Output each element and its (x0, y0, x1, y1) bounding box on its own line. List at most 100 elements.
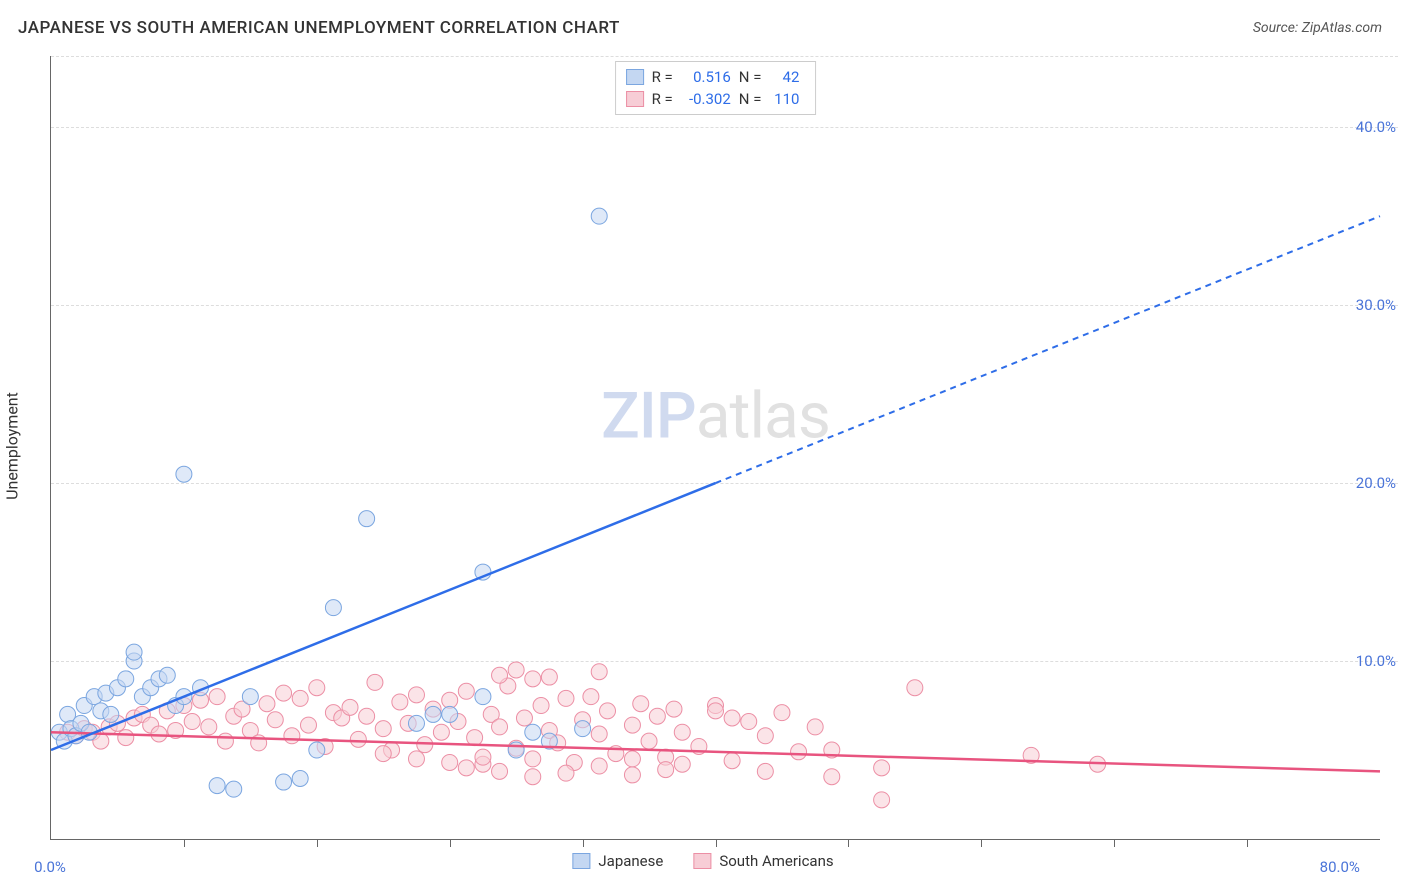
data-point (425, 706, 441, 722)
data-point (757, 728, 773, 744)
legend-label-japanese: Japanese (598, 852, 663, 870)
data-point (176, 466, 192, 482)
data-point (226, 781, 242, 797)
data-point (724, 753, 740, 769)
data-point (874, 760, 890, 776)
data-point (525, 724, 541, 740)
data-point (350, 731, 366, 747)
data-point (242, 689, 258, 705)
data-point (674, 724, 690, 740)
x-axis-min-label: 0.0% (34, 858, 66, 876)
data-point (583, 689, 599, 705)
data-point (508, 662, 524, 678)
data-point (442, 692, 458, 708)
legend-label-sa: South Americans (719, 852, 833, 870)
data-point (259, 696, 275, 712)
data-point (525, 751, 541, 767)
data-point (516, 710, 532, 726)
data-point (624, 767, 640, 783)
n-value-jp: 42 (769, 66, 799, 88)
data-point (209, 778, 225, 794)
correlation-legend: R = 0.516 N = 42 R = -0.302 N = 110 (615, 61, 817, 115)
data-point (724, 710, 740, 726)
r-label-sa: R = (652, 88, 673, 110)
x-tick (184, 839, 185, 847)
plot-svg (51, 56, 1380, 839)
data-point (417, 737, 433, 753)
data-point (741, 714, 757, 730)
x-tick (583, 839, 584, 847)
r-value-jp: 0.516 (681, 66, 731, 88)
data-point (267, 712, 283, 728)
data-point (467, 730, 483, 746)
legend-item-sa: South Americans (693, 852, 833, 870)
data-point (475, 749, 491, 765)
data-point (392, 694, 408, 710)
data-point (375, 746, 391, 762)
data-point (757, 763, 773, 779)
data-point (458, 683, 474, 699)
data-point (292, 690, 308, 706)
data-point (276, 774, 292, 790)
series-legend: Japanese South Americans (572, 852, 833, 870)
data-point (492, 719, 508, 735)
data-point (558, 765, 574, 781)
data-point (674, 756, 690, 772)
swatch-japanese-2 (572, 853, 590, 869)
trend-line (51, 732, 1380, 771)
n-label-sa: N = (739, 88, 762, 110)
data-point (325, 600, 341, 616)
data-point (118, 671, 134, 687)
data-point (558, 690, 574, 706)
data-point (641, 733, 657, 749)
n-value-sa: 110 (769, 88, 799, 110)
data-point (359, 708, 375, 724)
source-attribution: Source: ZipAtlas.com (1253, 20, 1382, 36)
data-point (126, 644, 142, 660)
data-point (774, 705, 790, 721)
data-point (624, 751, 640, 767)
data-point (375, 721, 391, 737)
x-tick (1247, 839, 1248, 847)
r-label-jp: R = (652, 66, 673, 88)
x-tick (848, 839, 849, 847)
data-point (442, 706, 458, 722)
n-label-jp: N = (739, 66, 762, 88)
trend-line (716, 216, 1381, 483)
data-point (658, 762, 674, 778)
data-point (533, 698, 549, 714)
data-point (309, 742, 325, 758)
data-point (874, 792, 890, 808)
data-point (201, 719, 217, 735)
swatch-japanese (626, 69, 644, 85)
data-point (525, 671, 541, 687)
data-point (791, 744, 807, 760)
data-point (492, 763, 508, 779)
legend-row-sa: R = -0.302 N = 110 (626, 88, 800, 110)
x-axis-max-label: 80.0% (1320, 858, 1360, 876)
data-point (907, 680, 923, 696)
data-point (633, 696, 649, 712)
data-point (433, 724, 449, 740)
data-point (342, 699, 358, 715)
x-tick (450, 839, 451, 847)
data-point (492, 667, 508, 683)
data-point (408, 687, 424, 703)
data-point (600, 703, 616, 719)
data-point (159, 667, 175, 683)
data-point (624, 717, 640, 733)
data-point (807, 719, 823, 735)
swatch-sa-2 (693, 853, 711, 869)
x-tick (1114, 839, 1115, 847)
data-point (708, 703, 724, 719)
legend-row-japanese: R = 0.516 N = 42 (626, 66, 800, 88)
data-point (591, 726, 607, 742)
data-point (217, 733, 233, 749)
data-point (458, 760, 474, 776)
data-point (118, 730, 134, 746)
data-point (103, 706, 119, 722)
chart-title: JAPANESE VS SOUTH AMERICAN UNEMPLOYMENT … (18, 18, 620, 38)
x-tick (716, 839, 717, 847)
data-point (591, 758, 607, 774)
x-tick (981, 839, 982, 847)
